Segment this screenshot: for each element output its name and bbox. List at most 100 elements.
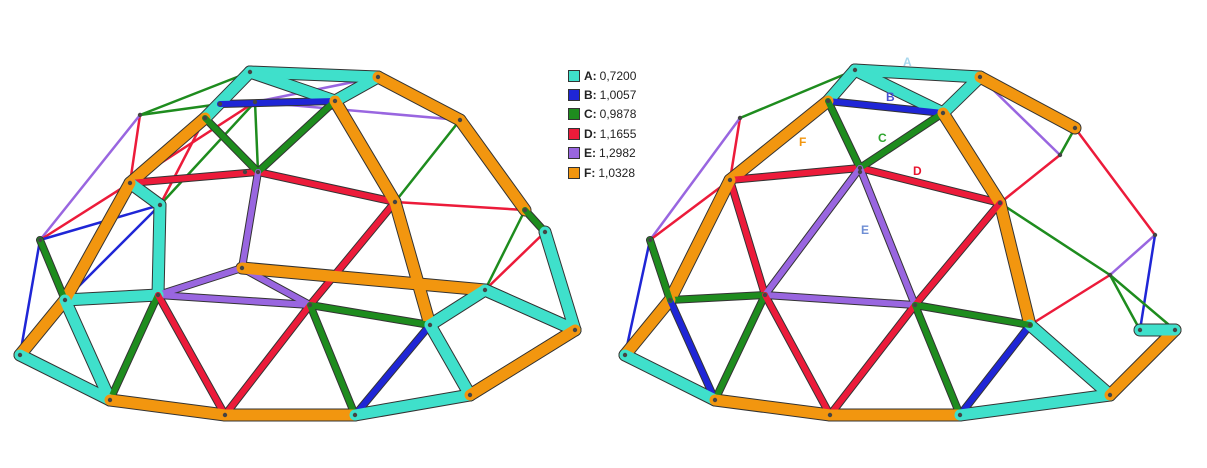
- left-strut-c-23: [307, 302, 433, 328]
- right-strut-d-6: [727, 165, 863, 183]
- right-joint-8: [647, 237, 653, 243]
- legend-key-a: A:: [584, 68, 597, 83]
- legend-swatch-a: [568, 69, 580, 82]
- right-strut-a-0: [849, 64, 986, 83]
- left-strut-d-7: [255, 169, 398, 205]
- left-strut-e-14: [239, 169, 261, 271]
- right-strut-c-35: [647, 237, 673, 303]
- left-strut-a-24: [59, 289, 164, 306]
- left-strut-f-9: [329, 95, 401, 208]
- legend-item-a: A: 0,7200: [568, 66, 636, 85]
- left-joint-22: [572, 327, 578, 333]
- left-joint-21: [17, 352, 23, 358]
- label-c: C: [878, 131, 887, 145]
- left-strut-a-43: [349, 389, 476, 421]
- left-strut-a-39: [479, 284, 581, 336]
- left-joint-19: [482, 287, 488, 293]
- left-strut-d-33: [155, 292, 228, 418]
- right-joint-21: [957, 412, 963, 418]
- left-back-strut-d-1: [128, 113, 142, 185]
- right-strut-c-21: [712, 292, 768, 403]
- left-strut-a-18: [152, 199, 166, 301]
- left-joint-8: [542, 229, 548, 235]
- left-back-strut-d-3: [38, 181, 132, 242]
- left-joint-4: [202, 115, 208, 121]
- right-strut-e-14: [857, 165, 918, 308]
- left-joint-13: [252, 99, 258, 105]
- legend-item-c: C: 0,9878: [568, 105, 636, 124]
- legend-key-f: F:: [584, 165, 596, 180]
- left-joint-5: [137, 112, 143, 118]
- left-joint-10: [127, 180, 133, 186]
- dome-right: [618, 63, 1182, 422]
- right-back-strut-d-1: [728, 116, 742, 182]
- right-strut-f-32: [1104, 324, 1181, 401]
- left-back-strut-c-16: [253, 100, 260, 174]
- right-strut-d-23: [827, 302, 918, 418]
- legend-value-c: 0,9878: [599, 107, 637, 122]
- left-joint-2: [332, 98, 338, 104]
- right-joint-13: [912, 302, 918, 308]
- left-strut-f-25: [59, 177, 136, 306]
- right-back-strut-d-5: [998, 153, 1062, 205]
- right-back-strut-d-6: [1073, 126, 1157, 237]
- left-strut-f-11: [372, 71, 466, 126]
- legend-value-d: 1,1655: [599, 126, 637, 141]
- right-strut-d-7: [857, 165, 1003, 206]
- right-joint-6: [1152, 232, 1158, 238]
- legend-key-b: B:: [584, 88, 597, 103]
- left-strut-b-3: [217, 98, 338, 107]
- right-strut-f-10: [937, 107, 1006, 209]
- left-strut-f-17: [389, 196, 436, 331]
- right-strut-c-9: [857, 110, 946, 171]
- right-joint-20: [827, 412, 833, 418]
- left-joint-1: [375, 74, 381, 80]
- left-strut-d-34: [222, 302, 313, 418]
- left-strut-a-40: [14, 349, 116, 406]
- legend-value-f: 1,0328: [598, 165, 636, 180]
- right-back-strut-d-9: [1028, 273, 1112, 327]
- legend-value-a: 0,7200: [599, 68, 637, 83]
- right-back-strut-b-14: [623, 238, 652, 357]
- right-joint-18: [1172, 327, 1178, 333]
- right-strut-a-2: [822, 64, 861, 107]
- strut-labels: A B C D E F: [799, 55, 922, 237]
- right-joint-9: [727, 177, 733, 183]
- legend-value-e: 1,2982: [599, 146, 636, 161]
- left-joint-23: [107, 397, 113, 403]
- left-joint-9: [37, 237, 43, 243]
- left-joint-14: [157, 202, 163, 208]
- right-strut-c-18: [667, 292, 768, 303]
- left-joint-16: [155, 292, 161, 298]
- legend-swatch-e: [568, 147, 580, 160]
- left-strut-f-30: [14, 294, 71, 361]
- legend-value-b: 1,0057: [599, 88, 637, 103]
- label-f: F: [799, 135, 806, 149]
- left-strut-f-5: [124, 112, 211, 189]
- left-strut-d-6: [127, 169, 261, 186]
- right-joint-14: [1107, 272, 1113, 278]
- right-strut-e-16: [762, 292, 918, 308]
- right-strut-c-8: [825, 98, 863, 171]
- right-joint-12: [762, 292, 768, 298]
- right-strut-d-22: [762, 292, 833, 418]
- left-joint-17: [62, 297, 68, 303]
- legend-item-f: F: 1,0328: [568, 163, 636, 182]
- right-strut-c-24: [912, 302, 963, 418]
- right-strut-b-25: [957, 322, 1033, 418]
- left-joint-26: [467, 392, 473, 398]
- left-strut-e-20: [155, 292, 313, 308]
- left-strut-f-41: [104, 394, 231, 421]
- right-strut-a-31: [954, 389, 1116, 421]
- left-strut-e-19: [155, 265, 245, 298]
- label-b: B: [886, 90, 895, 104]
- left-strut-a-0: [244, 66, 384, 83]
- right-joint-2: [940, 110, 946, 116]
- right-strut-b-3: [825, 98, 946, 116]
- left-back-strut-e-2: [38, 113, 142, 242]
- left-back-strut-c-4: [138, 102, 222, 117]
- left-joint-15: [239, 265, 245, 271]
- left-strut-c-26: [37, 237, 68, 303]
- left-joint-3: [217, 101, 223, 107]
- right-strut-f-29: [709, 394, 836, 421]
